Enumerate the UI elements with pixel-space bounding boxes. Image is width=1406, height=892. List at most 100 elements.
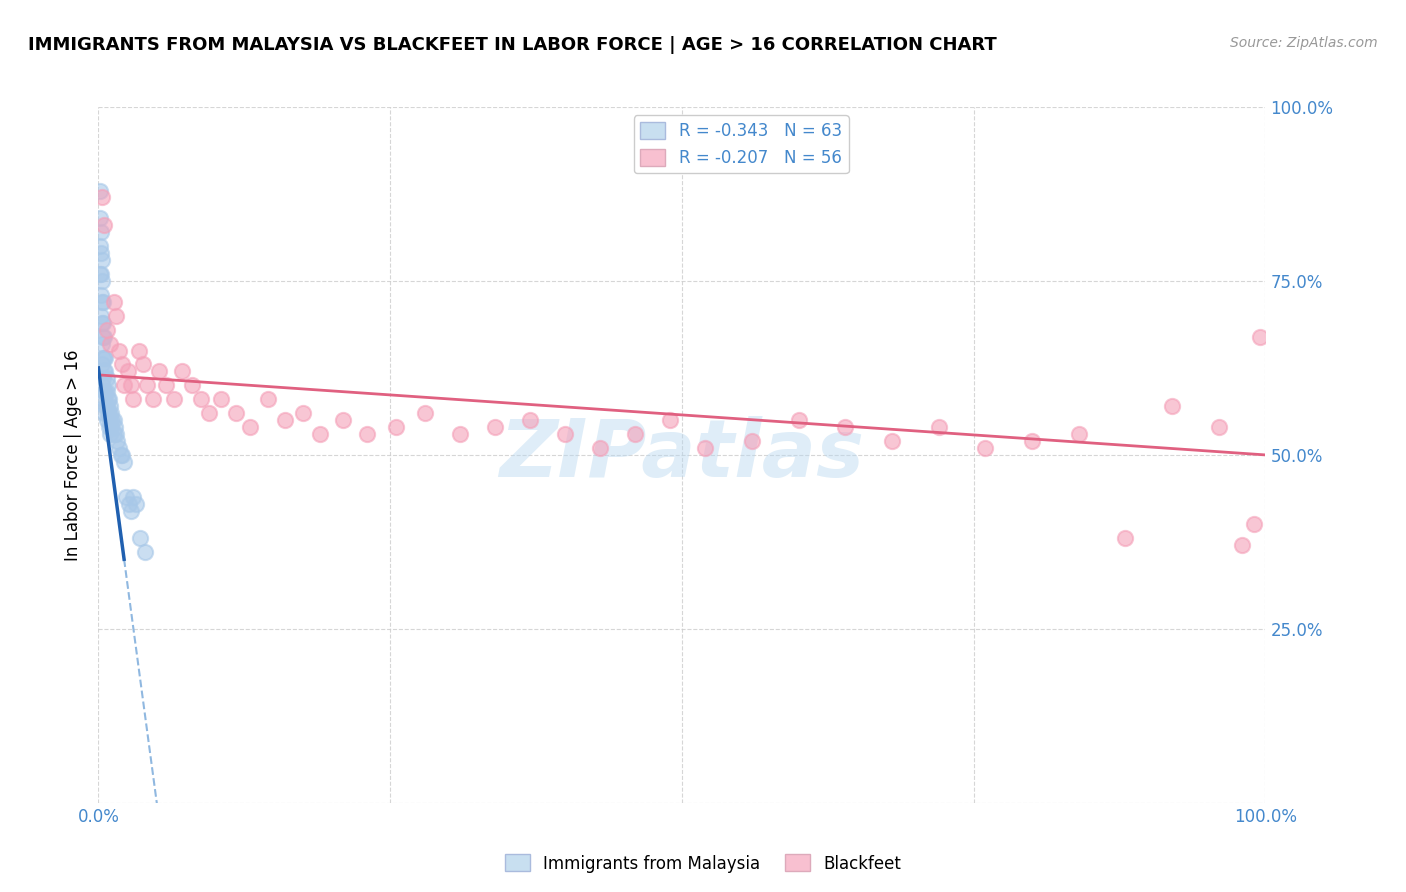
- Point: [120, 503, 142, 517]
- Point: [103, 427, 125, 442]
- Point: [413, 406, 436, 420]
- Point: [256, 392, 278, 407]
- Point: [125, 497, 148, 511]
- Point: [111, 358, 134, 372]
- Legend: Immigrants from Malaysia, Blackfeet: Immigrants from Malaysia, Blackfeet: [498, 847, 908, 880]
- Point: [90, 336, 112, 351]
- Point: [90, 294, 112, 309]
- Point: [385, 420, 408, 434]
- Point: [122, 490, 145, 504]
- Point: [108, 441, 131, 455]
- Point: [93, 329, 115, 343]
- Point: [180, 378, 202, 392]
- Text: Source: ZipAtlas.com: Source: ZipAtlas.com: [1230, 36, 1378, 50]
- Point: [190, 392, 212, 407]
- Point: [96, 371, 118, 385]
- Point: [93, 406, 115, 420]
- Point: [90, 253, 112, 268]
- Point: [90, 288, 112, 302]
- Point: [118, 497, 141, 511]
- Point: [98, 427, 121, 442]
- Point: [1067, 427, 1090, 442]
- Point: [928, 420, 950, 434]
- Point: [172, 364, 194, 378]
- Point: [100, 420, 122, 434]
- Point: [91, 371, 114, 385]
- Point: [101, 413, 124, 427]
- Point: [91, 329, 114, 343]
- Point: [117, 364, 139, 378]
- Point: [103, 413, 125, 427]
- Text: IMMIGRANTS FROM MALAYSIA VS BLACKFEET IN LABOR FORCE | AGE > 16 CORRELATION CHAR: IMMIGRANTS FROM MALAYSIA VS BLACKFEET IN…: [28, 36, 997, 54]
- Point: [880, 434, 903, 448]
- Point: [112, 455, 135, 469]
- Point: [104, 420, 127, 434]
- Point: [225, 406, 247, 420]
- Point: [309, 427, 332, 442]
- Point: [89, 267, 111, 281]
- Point: [90, 316, 112, 330]
- Point: [98, 399, 121, 413]
- Point: [94, 351, 117, 365]
- Point: [89, 239, 111, 253]
- Point: [105, 434, 128, 448]
- Point: [155, 378, 177, 392]
- Point: [1230, 538, 1253, 552]
- Point: [1114, 532, 1136, 546]
- Point: [695, 441, 717, 455]
- Point: [132, 358, 155, 372]
- Point: [115, 490, 138, 504]
- Point: [142, 392, 165, 407]
- Point: [484, 420, 506, 434]
- Point: [332, 413, 354, 427]
- Point: [834, 420, 856, 434]
- Point: [1249, 329, 1271, 343]
- Point: [104, 309, 127, 323]
- Point: [519, 413, 541, 427]
- Point: [90, 378, 112, 392]
- Point: [291, 406, 314, 420]
- Y-axis label: In Labor Force | Age > 16: In Labor Force | Age > 16: [65, 349, 83, 561]
- Point: [96, 413, 118, 427]
- Point: [449, 427, 471, 442]
- Point: [89, 211, 111, 226]
- Point: [1021, 434, 1043, 448]
- Point: [97, 392, 120, 407]
- Point: [91, 392, 114, 407]
- Point: [129, 532, 152, 546]
- Point: [111, 448, 134, 462]
- Point: [90, 309, 112, 323]
- Point: [787, 413, 810, 427]
- Point: [97, 378, 120, 392]
- Point: [90, 225, 112, 239]
- Point: [90, 358, 112, 372]
- Point: [97, 406, 120, 420]
- Point: [98, 413, 121, 427]
- Point: [94, 364, 117, 378]
- Point: [89, 184, 111, 198]
- Point: [356, 427, 378, 442]
- Point: [97, 420, 120, 434]
- Point: [274, 413, 297, 427]
- Point: [96, 385, 118, 400]
- Point: [90, 246, 112, 260]
- Point: [94, 385, 117, 400]
- Point: [1243, 517, 1265, 532]
- Point: [90, 190, 112, 204]
- Point: [90, 267, 112, 281]
- Point: [659, 413, 682, 427]
- Point: [134, 545, 156, 559]
- Point: [96, 323, 118, 337]
- Point: [98, 336, 121, 351]
- Point: [198, 406, 221, 420]
- Point: [974, 441, 997, 455]
- Point: [96, 399, 118, 413]
- Point: [93, 351, 115, 365]
- Legend: R = -0.343   N = 63, R = -0.207   N = 56: R = -0.343 N = 63, R = -0.207 N = 56: [634, 115, 849, 173]
- Point: [163, 392, 186, 407]
- Point: [100, 406, 122, 420]
- Point: [103, 294, 125, 309]
- Point: [136, 378, 159, 392]
- Point: [104, 427, 127, 442]
- Point: [589, 441, 612, 455]
